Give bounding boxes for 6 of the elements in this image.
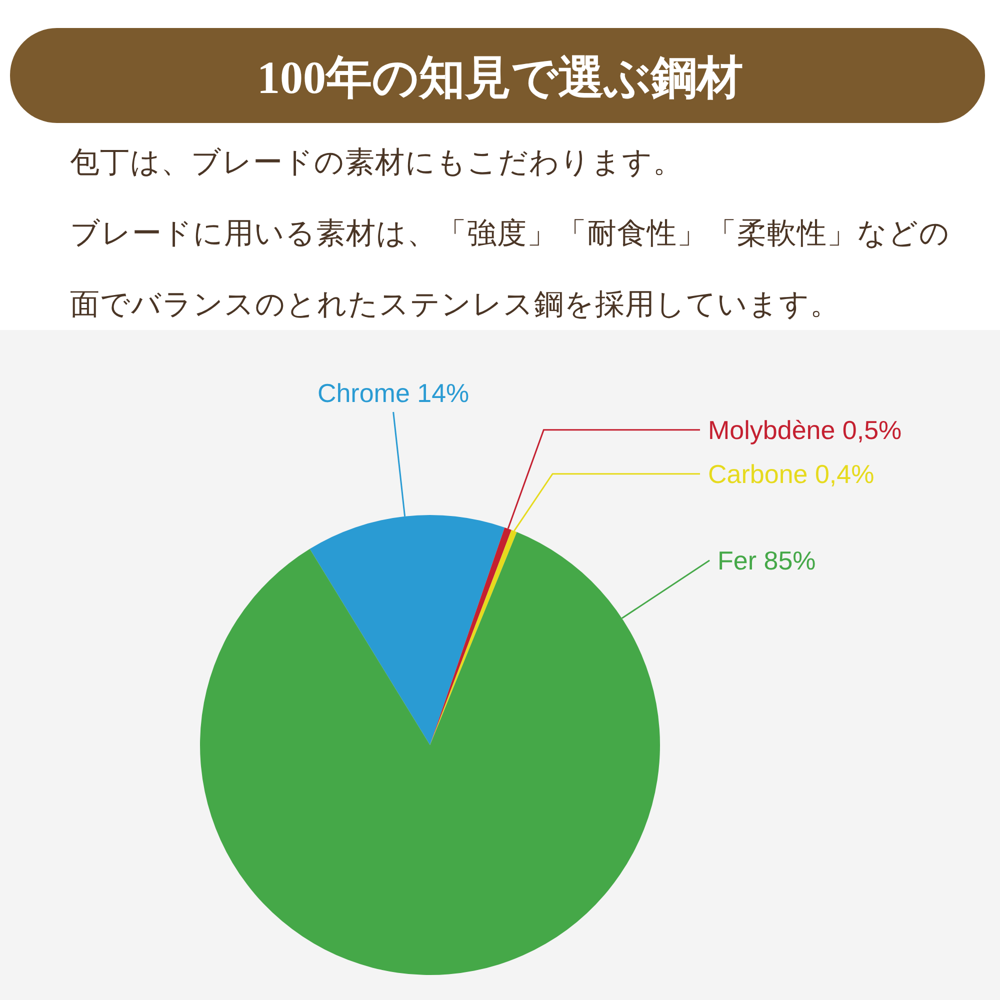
slice-label: Carbone 0,4%: [708, 458, 874, 489]
slice-label: Molybdène 0,5%: [708, 414, 902, 445]
slice-label: Fer 85%: [718, 545, 816, 576]
chart-title: 100年の知見で選ぶ鋼材: [257, 52, 743, 103]
slice-label: Chrome 14%: [317, 378, 470, 408]
text: 包丁は、ブレードの素材にもこだわります。ブレードに用いる素材は、「強度」「耐食性」「柔軟性」などの面でバランスのとれたステンレス鋼を採用しています。: [70, 147, 950, 321]
